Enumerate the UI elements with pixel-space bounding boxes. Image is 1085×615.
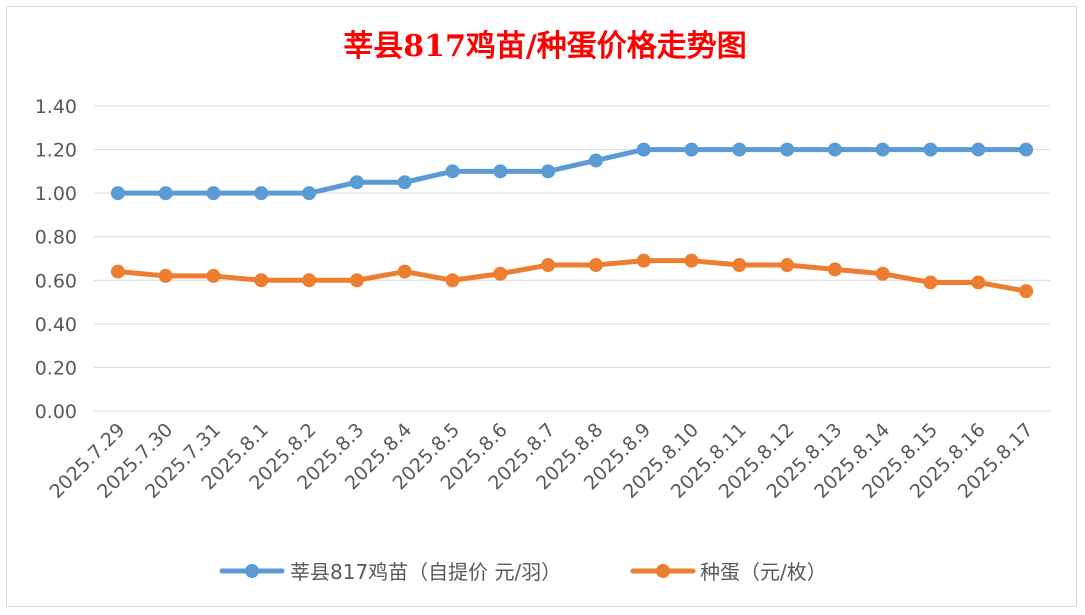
- legend: 莘县817鸡苗（自提价 元/羽） 种蛋（元/枚）: [219, 560, 827, 584]
- data-point: [493, 266, 508, 281]
- y-tick-label: 0.80: [35, 227, 77, 249]
- data-point: [780, 142, 795, 157]
- data-point: [636, 142, 651, 157]
- data-point: [254, 186, 269, 201]
- data-point: [875, 142, 890, 157]
- data-point: [732, 142, 747, 157]
- legend-label: 种蛋（元/枚）: [700, 560, 827, 584]
- data-point: [636, 253, 651, 268]
- data-point: [397, 264, 412, 279]
- y-tick-label: 0.20: [35, 357, 77, 379]
- data-point: [1019, 284, 1034, 299]
- legend-item: 种蛋（元/枚）: [630, 560, 827, 584]
- legend-swatch-marker: [245, 564, 259, 578]
- data-point: [1019, 142, 1034, 157]
- data-point: [541, 164, 556, 179]
- data-point: [684, 142, 699, 157]
- legend-swatch-marker: [656, 564, 670, 578]
- data-point: [206, 186, 221, 201]
- y-tick-label: 0.60: [35, 270, 77, 292]
- data-point: [684, 253, 699, 268]
- data-point: [445, 164, 460, 179]
- data-point: [158, 186, 173, 201]
- series-line: [115, 258, 1029, 294]
- data-point: [827, 142, 842, 157]
- x-axis-ticks: 2025.7.292025.7.302025.7.312025.8.12025.…: [45, 419, 1037, 503]
- y-axis-ticks: 0.00 0.20 0.40 0.60 0.80 1.00 1.20 1.40: [35, 96, 77, 423]
- data-point: [541, 258, 556, 273]
- data-point: [971, 275, 986, 290]
- data-point: [875, 266, 890, 281]
- y-tick-label: 1.40: [35, 96, 77, 118]
- data-point: [110, 186, 125, 201]
- data-point: [588, 153, 603, 168]
- y-tick-label: 0.40: [35, 314, 77, 336]
- series-line: [115, 147, 1029, 196]
- data-point: [397, 175, 412, 190]
- data-point: [445, 273, 460, 288]
- data-point: [206, 268, 221, 283]
- data-point: [349, 273, 364, 288]
- data-point: [493, 164, 508, 179]
- legend-item: 莘县817鸡苗（自提价 元/羽）: [219, 560, 561, 584]
- data-point: [923, 142, 938, 157]
- data-point: [923, 275, 938, 290]
- data-point: [732, 258, 747, 273]
- series-lines: [110, 142, 1034, 299]
- legend-label: 莘县817鸡苗（自提价 元/羽）: [290, 560, 561, 584]
- series-0: [110, 142, 1034, 201]
- data-point: [110, 264, 125, 279]
- data-point: [158, 268, 173, 283]
- data-point: [254, 273, 269, 288]
- chart-title: 莘县817鸡苗/种蛋价格走势图: [343, 29, 747, 64]
- y-tick-label: 0.00: [35, 401, 77, 423]
- data-point: [302, 273, 317, 288]
- data-point: [588, 258, 603, 273]
- data-point: [349, 175, 364, 190]
- data-point: [827, 262, 842, 277]
- y-tick-label: 1.20: [35, 140, 77, 162]
- y-tick-label: 1.00: [35, 183, 77, 205]
- data-point: [780, 258, 795, 273]
- series-1: [110, 253, 1034, 299]
- data-point: [302, 186, 317, 201]
- data-point: [971, 142, 986, 157]
